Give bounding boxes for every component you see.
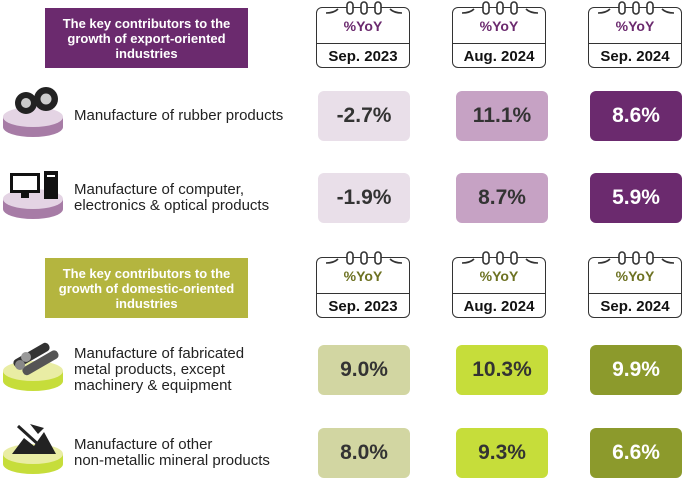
- calendar-period: Sep. 2024: [589, 293, 681, 315]
- calendar-rings: [461, 1, 539, 15]
- calendar: %YoY Sep. 2024: [588, 257, 682, 318]
- calendar-period: Sep. 2024: [589, 43, 681, 65]
- value-box: 9.9%: [590, 345, 682, 395]
- calendar: %YoY Sep. 2024: [588, 7, 682, 68]
- calendar-rings: [325, 1, 403, 15]
- calendar-unit: %YoY: [479, 18, 519, 34]
- value-box: 8.6%: [590, 91, 682, 141]
- row-icon: [3, 342, 63, 391]
- value-box: 6.6%: [590, 428, 682, 478]
- calendar-rings: [325, 251, 403, 265]
- calendar-period: Aug. 2024: [453, 293, 545, 315]
- value-box: 10.3%: [456, 345, 548, 395]
- calendar: %YoY Sep. 2023: [316, 7, 410, 68]
- value-box: 9.0%: [318, 345, 410, 395]
- row-label: Manufacture of rubber products: [74, 91, 309, 141]
- value-box: 11.1%: [456, 91, 548, 141]
- calendar-period: Aug. 2024: [453, 43, 545, 65]
- row-icon: [3, 87, 63, 137]
- calendar-unit: %YoY: [343, 268, 383, 284]
- calendar: %YoY Sep. 2023: [316, 257, 410, 318]
- value-box: -2.7%: [318, 91, 410, 141]
- calendar-unit: %YoY: [343, 18, 383, 34]
- calendar-period: Sep. 2023: [317, 43, 409, 65]
- row-label: Manufacture of computer, electronics & o…: [74, 173, 309, 223]
- row-label-text: Manufacture of computer, electronics & o…: [74, 181, 270, 214]
- calendar: %YoY Aug. 2024: [452, 257, 546, 318]
- calendar-unit: %YoY: [479, 268, 519, 284]
- section-header: The key contributors to the growth of ex…: [45, 8, 248, 68]
- row-label: Manufacture of other non-metallic minera…: [74, 428, 309, 478]
- value-box: 8.7%: [456, 173, 548, 223]
- section-header: The key contributors to the growth of do…: [45, 258, 248, 318]
- value-box: -1.9%: [318, 173, 410, 223]
- row-icon: [3, 171, 63, 219]
- calendar-rings: [597, 1, 675, 15]
- calendar-period: Sep. 2023: [317, 293, 409, 315]
- value-box: 5.9%: [590, 173, 682, 223]
- value-box: 8.0%: [318, 428, 410, 478]
- calendar-rings: [597, 251, 675, 265]
- row-icon: [3, 424, 63, 474]
- calendar-unit: %YoY: [615, 268, 655, 284]
- row-label-text: Manufacture of fabricated metal products…: [74, 345, 245, 394]
- row-label-text: Manufacture of rubber products: [74, 107, 284, 124]
- calendar-rings: [461, 251, 539, 265]
- value-box: 9.3%: [456, 428, 548, 478]
- row-label-text: Manufacture of other non-metallic minera…: [74, 436, 270, 469]
- calendar-unit: %YoY: [615, 18, 655, 34]
- row-label: Manufacture of fabricated metal products…: [74, 345, 309, 395]
